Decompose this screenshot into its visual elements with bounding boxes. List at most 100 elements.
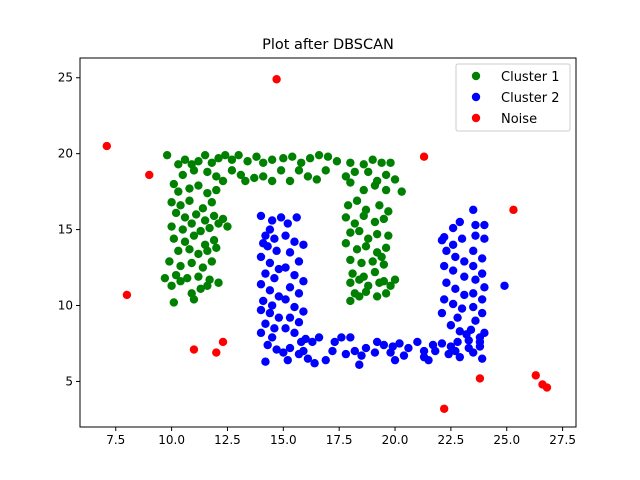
- data-point: [368, 257, 377, 266]
- data-point: [174, 187, 183, 196]
- data-point: [276, 213, 286, 222]
- data-point: [261, 319, 270, 328]
- data-point: [203, 188, 212, 198]
- data-point: [267, 155, 277, 164]
- data-point: [413, 337, 422, 347]
- data-point: [352, 245, 362, 254]
- data-point: [294, 257, 304, 266]
- legend-label: Noise: [501, 112, 537, 127]
- y-axis-ticks: 5 10 15 20 25: [58, 71, 80, 388]
- data-point: [542, 383, 552, 392]
- data-point: [359, 185, 368, 195]
- data-point: [466, 325, 476, 335]
- data-point: [267, 216, 277, 225]
- x-tick-label: 12.5: [214, 433, 241, 447]
- y-tick-label: 10: [58, 299, 73, 313]
- data-point: [386, 158, 395, 167]
- data-point: [218, 176, 228, 186]
- data-point: [299, 307, 308, 316]
- data-point: [290, 302, 299, 312]
- data-point: [122, 290, 132, 300]
- data-point: [346, 228, 355, 237]
- data-point: [448, 223, 458, 233]
- data-point: [444, 349, 453, 359]
- data-point: [446, 321, 456, 330]
- data-point: [457, 234, 467, 243]
- data-point: [196, 226, 205, 236]
- data-point: [314, 333, 324, 342]
- data-point: [165, 257, 174, 266]
- data-point: [274, 264, 284, 274]
- data-point: [370, 267, 380, 277]
- data-point: [167, 281, 176, 290]
- data-point: [379, 260, 389, 269]
- data-point: [281, 231, 290, 240]
- data-point: [475, 337, 485, 347]
- data-point: [346, 178, 355, 187]
- data-point: [198, 263, 208, 272]
- x-tick-label: 25.0: [493, 433, 520, 447]
- data-point: [437, 308, 447, 318]
- data-point: [341, 349, 351, 359]
- data-point: [223, 222, 232, 231]
- data-point: [176, 277, 185, 286]
- data-point: [194, 181, 203, 190]
- data-point: [259, 158, 268, 167]
- legend-box: [455, 63, 571, 132]
- data-point: [341, 213, 351, 222]
- plot-frame: [79, 57, 577, 428]
- data-point: [477, 254, 487, 263]
- data-point: [176, 261, 185, 271]
- data-point: [303, 172, 313, 181]
- data-point: [279, 154, 288, 163]
- data-point: [453, 313, 462, 322]
- data-point: [194, 157, 203, 166]
- data-point: [477, 354, 487, 363]
- data-point: [214, 219, 223, 228]
- data-point: [346, 333, 355, 342]
- data-point: [214, 278, 223, 287]
- data-point: [169, 179, 179, 189]
- data-point: [330, 337, 339, 347]
- data-point: [471, 275, 480, 284]
- data-point: [455, 327, 465, 336]
- data-point: [451, 252, 460, 262]
- data-point: [292, 213, 301, 222]
- legend-label: Cluster 1: [501, 70, 560, 85]
- data-point: [390, 355, 400, 365]
- data-point: [437, 339, 447, 348]
- data-point: [346, 278, 355, 287]
- data-point: [357, 258, 366, 268]
- data-point: [209, 236, 219, 245]
- x-tick-label: 10.0: [158, 433, 185, 447]
- data-point: [198, 204, 208, 213]
- data-point: [283, 355, 292, 365]
- data-point: [305, 154, 315, 163]
- data-point: [469, 348, 478, 357]
- data-point: [180, 213, 190, 222]
- data-point: [457, 304, 467, 313]
- data-point: [207, 198, 217, 207]
- data-point: [448, 299, 458, 309]
- data-point: [299, 346, 308, 356]
- data-point: [294, 166, 304, 175]
- series-cluster-2: [256, 205, 509, 369]
- data-point: [263, 340, 272, 350]
- data-point: [290, 328, 299, 338]
- y-tick-label: 5: [65, 374, 73, 388]
- x-axis-ticks: 7.5 10.0 12.5 15.0 17.5 20.0 22.5 25.0 27.5: [106, 427, 576, 447]
- data-point: [218, 337, 228, 347]
- data-point: [469, 246, 478, 256]
- data-point: [185, 184, 194, 193]
- data-point: [442, 278, 451, 287]
- data-point: [285, 176, 295, 186]
- data-point: [404, 343, 413, 353]
- data-point: [296, 158, 306, 167]
- data-point: [348, 269, 357, 278]
- data-point: [281, 295, 290, 304]
- legend-label: Cluster 2: [501, 91, 560, 106]
- data-point: [212, 172, 221, 181]
- data-point: [187, 258, 196, 268]
- data-point: [361, 343, 371, 353]
- data-point: [171, 270, 181, 280]
